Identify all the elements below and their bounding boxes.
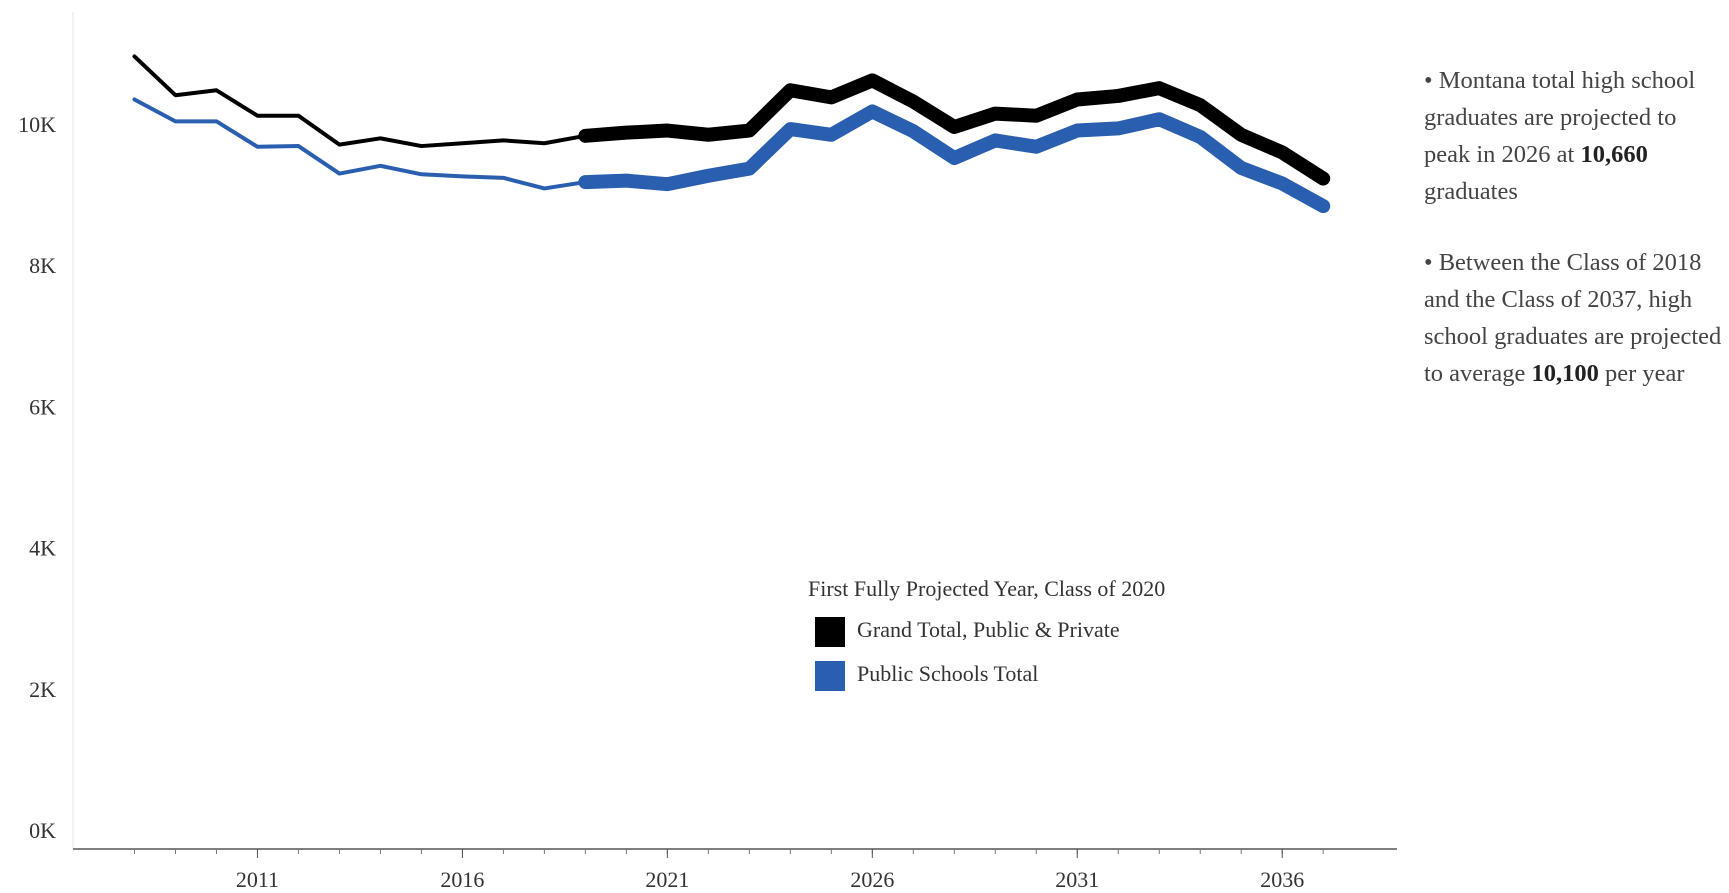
annotation-text: 10,660 <box>1580 141 1648 168</box>
annotation-text: • Montana total high school graduates ar… <box>1424 67 1696 168</box>
projected-line <box>578 104 1331 214</box>
annotation-text: • Between the Class of 2018 and the Clas… <box>1424 249 1722 387</box>
y-tick-label: 0K <box>29 818 56 843</box>
y-tick-label: 10K <box>18 112 56 137</box>
annotation-text: 10,100 <box>1531 360 1599 387</box>
x-tick-label: 2011 <box>236 867 279 892</box>
x-tick-label: 2021 <box>645 867 689 892</box>
annotations: • Montana total high school graduates ar… <box>1424 62 1724 426</box>
y-tick-label: 2K <box>29 677 56 702</box>
y-tick-label: 6K <box>29 394 56 419</box>
x-tick-label: 2031 <box>1055 867 1099 892</box>
legend-swatch <box>815 617 845 647</box>
x-tick-label: 2016 <box>440 867 484 892</box>
y-tick-label: 4K <box>29 536 56 561</box>
annotation-text: per year <box>1598 360 1685 387</box>
projected-line <box>578 73 1331 186</box>
y-tick-label: 8K <box>29 253 56 278</box>
legend-swatch <box>815 661 845 691</box>
legend-label: Public Schools Total <box>857 661 1038 686</box>
legend-label: Grand Total, Public & Private <box>857 617 1120 642</box>
x-tick-label: 2036 <box>1260 867 1304 892</box>
legend-title: First Fully Projected Year, Class of 202… <box>808 576 1165 601</box>
annotation: • Between the Class of 2018 and the Clas… <box>1424 244 1724 392</box>
annotation-text: graduates <box>1424 178 1518 205</box>
x-tick-label: 2026 <box>850 867 894 892</box>
annotation: • Montana total high school graduates ar… <box>1424 62 1724 210</box>
